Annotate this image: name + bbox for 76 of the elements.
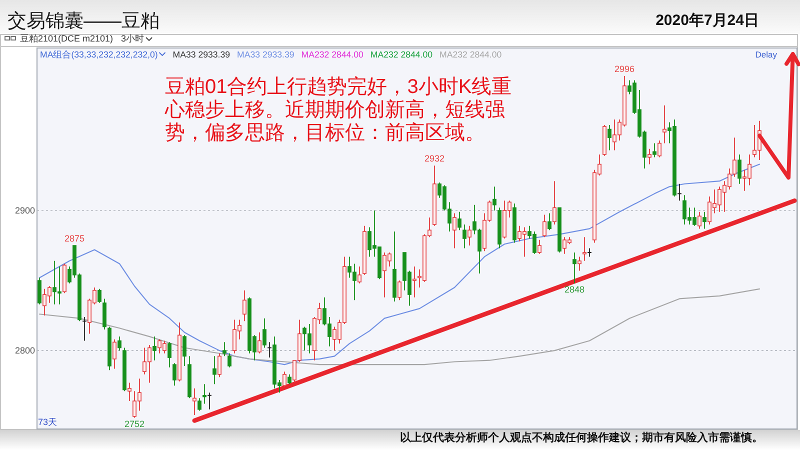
- candlestick: [498, 207, 502, 249]
- annotation: 73天: [38, 417, 58, 427]
- candlestick: [458, 211, 462, 231]
- candlestick: [677, 183, 682, 202]
- candlestick: [552, 180, 556, 225]
- candlestick: [267, 342, 272, 358]
- text: 豆粕2101(DCE m2101): [20, 34, 114, 44]
- candlestick: [228, 352, 232, 368]
- candlestick: [412, 266, 416, 298]
- candlestick: [168, 342, 172, 368]
- candlestick: [222, 342, 226, 357]
- candlestick: [212, 356, 216, 385]
- text: 以上仅代表分析师个人观点不构成任何操作建议；期市有风险入市需谨慎。: [400, 431, 763, 444]
- candlestick: [192, 388, 196, 416]
- candlestick: [118, 336, 122, 352]
- candlestick: [102, 298, 106, 330]
- annotation: 豆粕01合约上行趋势完好，3小时K线重心稳步上移。近期期价创新高，短线强势，偏多思路，目标位：前高区域。: [165, 76, 513, 145]
- candlestick: [512, 203, 516, 244]
- candlestick: [702, 211, 706, 230]
- candlestick: [608, 124, 612, 151]
- candlestick: [242, 290, 246, 322]
- candlestick: [662, 104, 666, 144]
- legend-title: MA组合(33,33,232,232,232,0): [40, 50, 158, 60]
- candlestick: [178, 322, 182, 382]
- candlestick: [538, 239, 542, 254]
- candlestick: [202, 384, 206, 404]
- candlestick: [468, 225, 472, 246]
- text: MA232 2844.00: [440, 50, 502, 60]
- text: 2932: [424, 154, 445, 164]
- candlestick: [362, 225, 366, 276]
- candlestick: [542, 214, 546, 238]
- text: 2752: [124, 418, 145, 429]
- text: 2996: [614, 64, 635, 74]
- candlestick: [282, 371, 286, 388]
- candlestick: [587, 248, 592, 258]
- candlestick: [578, 256, 582, 272]
- candlestick: [358, 266, 362, 284]
- candlestick: [548, 212, 552, 231]
- candlestick: [82, 316, 87, 342]
- candlestick: [658, 140, 662, 158]
- candlestick: [738, 154, 742, 184]
- y-tick-label: 2900: [14, 205, 35, 216]
- annotation: MA33 2933.39: [172, 50, 230, 60]
- annotation: MA232 2844.00: [370, 50, 433, 60]
- candlestick: [492, 186, 496, 211]
- candlestick: [188, 356, 192, 399]
- annotation: MA232 2844.00: [301, 50, 364, 60]
- y-tick-label: 2800: [14, 346, 35, 356]
- candlestick: [172, 362, 176, 386]
- candlestick: [648, 148, 652, 165]
- text: 2848: [564, 284, 585, 294]
- candlestick: [452, 212, 456, 249]
- chart-title: 交易锦囊——豆粕: [8, 10, 160, 32]
- candlestick: [152, 336, 156, 361]
- candlestick: [262, 318, 266, 348]
- candlestick: [398, 280, 402, 301]
- candlestick: [288, 374, 292, 385]
- annotation: Delay: [755, 50, 778, 60]
- candlestick: [432, 165, 436, 226]
- candlestick: [572, 252, 576, 284]
- candlestick: [652, 142, 656, 158]
- text: 3小时: [121, 34, 144, 44]
- candlestick: [198, 398, 202, 412]
- candlestick: [258, 332, 262, 354]
- candlestick: [392, 231, 396, 302]
- candlestick: [128, 382, 132, 402]
- candlestick: [218, 352, 222, 378]
- chart-subtitle: 2020年7月24日: [656, 12, 759, 29]
- candlestick: [462, 224, 466, 249]
- candlestick: [112, 338, 116, 370]
- candlestick: [207, 392, 212, 410]
- candlestick: [38, 277, 42, 305]
- candlestick: [182, 334, 186, 366]
- text: MA33 2933.39: [237, 50, 294, 60]
- text: 2875: [64, 234, 85, 244]
- candlestick: [582, 236, 586, 262]
